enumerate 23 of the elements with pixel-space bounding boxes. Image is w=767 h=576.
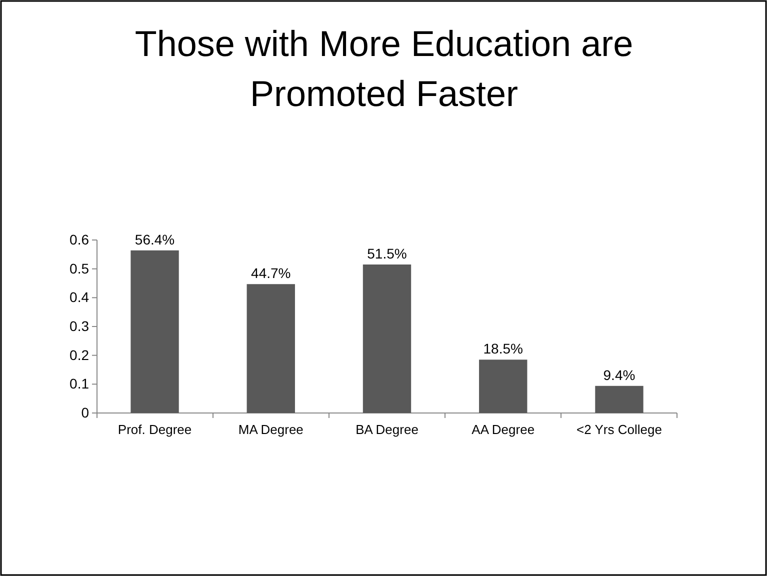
data-label: 56.4% — [134, 231, 175, 248]
x-tick-label: BA Degree — [356, 422, 418, 438]
y-tick-label: 0 — [81, 404, 90, 420]
y-tick-label: 0.6 — [70, 231, 90, 248]
bar — [479, 360, 528, 413]
data-label: 44.7% — [251, 265, 291, 282]
data-label: 51.5% — [367, 246, 407, 262]
bar — [595, 386, 644, 413]
y-tick-label: 0.4 — [70, 289, 90, 306]
bar — [246, 284, 295, 413]
chart-title: Those with More Education are Promoted Faster — [134, 23, 634, 114]
y-tick-label: 0.3 — [70, 318, 90, 334]
x-tick-label: <2 Yrs College — [576, 422, 662, 438]
x-tick-label: AA Degree — [472, 422, 535, 438]
bar — [362, 264, 412, 413]
y-tick-label: 0.5 — [70, 260, 90, 276]
y-tick-label: 0.1 — [70, 376, 90, 392]
data-label: 9.4% — [603, 366, 636, 383]
x-tick-label: Prof. Degree — [118, 422, 192, 438]
data-label: 18.5% — [483, 340, 523, 357]
y-tick-label: 0.2 — [70, 346, 90, 363]
x-tick-label: MA Degree — [238, 422, 304, 438]
bar — [130, 250, 179, 413]
